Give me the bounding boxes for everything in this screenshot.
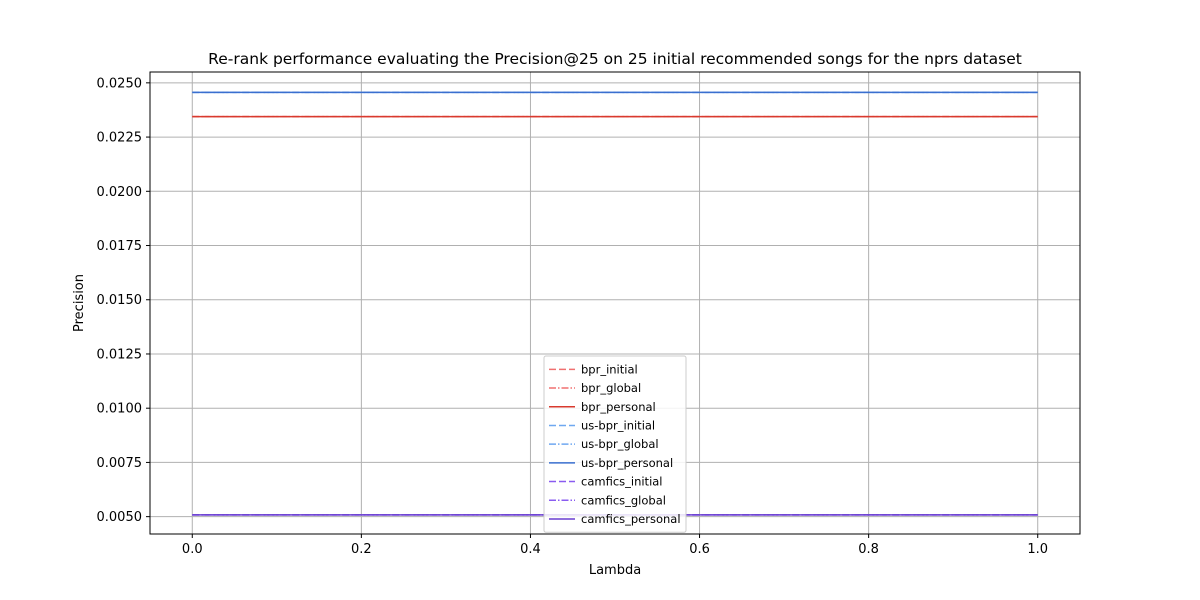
legend: bpr_initial bpr_global bpr_personal us-bpr_…	[543, 355, 687, 533]
legend-label: camfics_global	[581, 493, 666, 507]
y-tick-label: 0.0225	[97, 131, 143, 146]
x-axis-label: Lambda	[589, 563, 641, 578]
x-tick-label: 1.0	[1027, 542, 1048, 557]
y-tick-label: 0.0125	[97, 347, 143, 362]
x-axis-ticks: 0.0 0.2 0.4 0.6 0.8 1.0	[182, 534, 1048, 557]
y-axis-label: Precision	[72, 274, 87, 332]
y-tick-label: 0.0050	[97, 510, 143, 525]
y-tick-label: 0.0100	[97, 402, 143, 417]
y-tick-label: 0.0075	[97, 456, 143, 471]
legend-label: camfics_personal	[581, 512, 681, 526]
legend-box	[543, 355, 687, 533]
grid	[150, 72, 1080, 534]
legend-label: bpr_personal	[581, 400, 656, 414]
x-tick-label: 0.8	[858, 542, 879, 557]
legend-label: bpr_global	[581, 381, 641, 395]
legend-label: bpr_initial	[581, 362, 638, 376]
x-tick-label: 0.6	[689, 542, 710, 557]
x-tick-label: 0.0	[182, 542, 203, 557]
legend-label: us-bpr_initial	[581, 418, 655, 432]
y-axis-ticks: 0.0050 0.0075 0.0100 0.0125 0.0150 0.0175 0.02…	[97, 76, 150, 525]
x-tick-label: 0.2	[351, 542, 372, 557]
legend-label: camfics_initial	[581, 475, 663, 489]
legend-label: us-bpr_global	[581, 437, 659, 451]
legend-label: us-bpr_personal	[581, 456, 673, 470]
y-tick-label: 0.0175	[97, 239, 143, 254]
y-tick-label: 0.0150	[97, 293, 143, 308]
chart-title: Re-rank performance evaluating the Preci…	[208, 50, 1022, 68]
x-tick-label: 0.4	[520, 542, 541, 557]
plot-frame	[149, 71, 1081, 535]
y-tick-label: 0.0200	[97, 185, 143, 200]
y-tick-label: 0.0250	[97, 76, 143, 91]
